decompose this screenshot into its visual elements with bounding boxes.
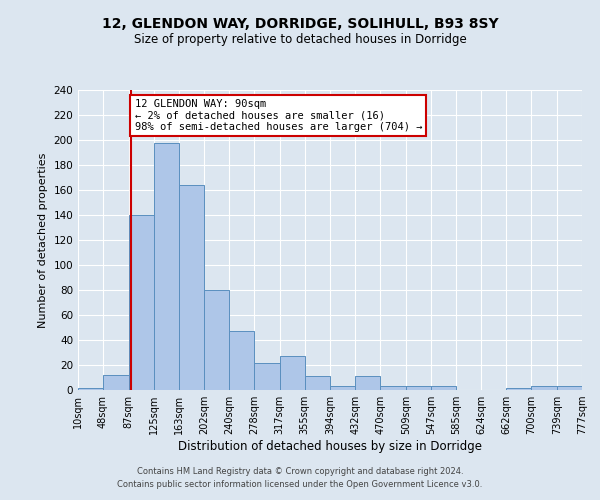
Text: Size of property relative to detached houses in Dorridge: Size of property relative to detached ho… xyxy=(134,32,466,46)
Bar xyxy=(103,375,128,390)
X-axis label: Distribution of detached houses by size in Dorridge: Distribution of detached houses by size … xyxy=(178,440,482,453)
Bar xyxy=(179,185,204,390)
Bar xyxy=(154,142,179,390)
Bar xyxy=(280,356,305,390)
Bar xyxy=(380,386,406,390)
Text: 12, GLENDON WAY, DORRIDGE, SOLIHULL, B93 8SY: 12, GLENDON WAY, DORRIDGE, SOLIHULL, B93… xyxy=(101,18,499,32)
Bar xyxy=(128,215,154,390)
Bar xyxy=(331,386,355,390)
Text: 12 GLENDON WAY: 90sqm
← 2% of detached houses are smaller (16)
98% of semi-detac: 12 GLENDON WAY: 90sqm ← 2% of detached h… xyxy=(134,99,422,132)
Text: Contains HM Land Registry data © Crown copyright and database right 2024.: Contains HM Land Registry data © Crown c… xyxy=(137,467,463,476)
Bar xyxy=(229,331,254,390)
Bar xyxy=(532,386,557,390)
Bar xyxy=(305,376,331,390)
Bar xyxy=(506,388,532,390)
Bar xyxy=(406,386,431,390)
Bar xyxy=(355,376,380,390)
Bar xyxy=(431,386,456,390)
Text: Contains public sector information licensed under the Open Government Licence v3: Contains public sector information licen… xyxy=(118,480,482,489)
Y-axis label: Number of detached properties: Number of detached properties xyxy=(38,152,48,328)
Bar xyxy=(78,388,103,390)
Bar xyxy=(557,386,582,390)
Bar xyxy=(204,290,229,390)
Bar xyxy=(254,362,280,390)
